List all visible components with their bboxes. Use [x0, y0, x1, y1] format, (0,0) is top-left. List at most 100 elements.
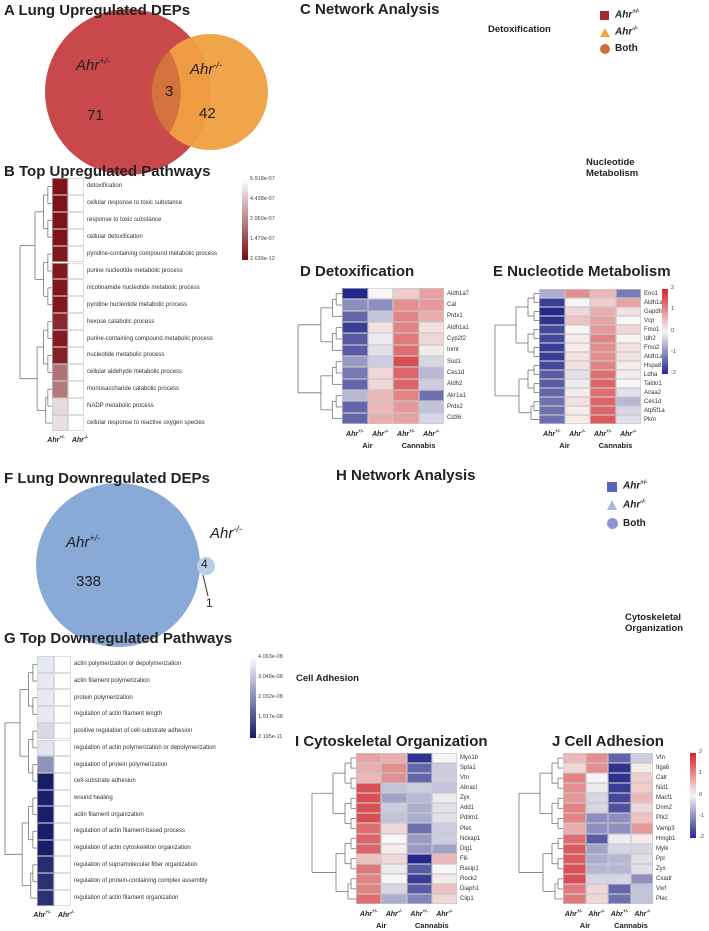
colorbar-tick: 1: [699, 770, 703, 777]
heatmap-cell: [406, 873, 432, 884]
heatmap-cell: [539, 334, 565, 343]
heatmap-cell: [539, 307, 565, 316]
heatmap-cell: [630, 813, 653, 824]
gene-label: Nckap1: [460, 835, 481, 842]
heatmap-cell: [563, 763, 586, 774]
column-label-ko: Ahr-/-: [569, 428, 586, 438]
colorbar: [242, 180, 248, 260]
heatmap-cell-empty: [54, 656, 71, 673]
gene-label: Vtn: [656, 755, 666, 762]
gene-label: Cat: [447, 302, 457, 308]
heatmap-cell: [608, 823, 631, 834]
heatmap-cell: [564, 298, 590, 307]
heatmap-cell: [52, 279, 68, 297]
column-label-ko: Ahr-/-: [385, 908, 403, 918]
gene-label: Clip1: [460, 895, 474, 902]
heatmap-cell: [52, 380, 68, 398]
heatmap-cell: [418, 344, 444, 356]
gene-label: Idh2: [644, 335, 656, 342]
heatmap-cell-empty: [68, 194, 84, 212]
heatmap-cell: [418, 322, 444, 334]
heatmap-cell: [356, 783, 382, 794]
legend-ko: Ahr-/-: [623, 499, 646, 511]
heatmap-cell-empty: [68, 262, 84, 280]
heatmap-cell: [615, 388, 641, 397]
heatmap-cell: [406, 893, 432, 904]
heatmap-cell-empty: [54, 789, 71, 807]
heatmap-cell: [539, 289, 565, 298]
heatmap-cell: [37, 873, 54, 890]
column-label-het: Ahr+/-: [410, 908, 428, 918]
heatmap-cell: [585, 883, 608, 894]
venn-count-het-only-down: 338: [76, 573, 102, 590]
heatmap-cell: [630, 823, 653, 834]
heatmap-cell: [615, 325, 641, 334]
pathway-label: cellular response to reactive oxygen spe…: [87, 420, 205, 427]
heatmap-cell: [563, 873, 586, 884]
heatmap-cell-empty: [68, 380, 84, 398]
heatmap-cell: [418, 333, 444, 345]
heatmap-cell: [630, 843, 653, 854]
heatmap-cell-empty: [54, 739, 71, 757]
heatmap-cell: [342, 333, 368, 345]
heatmap-cell: [418, 299, 444, 311]
heatmap-cell: [381, 863, 407, 874]
gene-label: Abracl: [460, 785, 478, 792]
pathway-label: NADP metabolic process: [87, 403, 154, 410]
group-label-cannabis: Cannabis: [401, 441, 436, 450]
heatmap-cell: [393, 367, 419, 379]
colorbar-tick: -2: [671, 370, 676, 376]
gene-label: Spta1: [460, 765, 476, 772]
heatmap-cell: [381, 883, 407, 894]
panel-b-title: B Top Upregulated Pathways: [4, 163, 211, 180]
heatmap-cell: [563, 833, 586, 844]
heatmap-cell: [52, 178, 68, 195]
triangle-node-icon: [600, 28, 610, 37]
heatmap-cell: [564, 379, 590, 388]
gene-label: Dlg1: [460, 845, 473, 852]
heatmap-cell: [356, 883, 382, 894]
heatmap-cell: [585, 853, 608, 864]
gene-label: Taldo1: [644, 380, 662, 387]
heatmap-cell: [608, 773, 631, 784]
group-label-cannabis: Cannabis: [614, 921, 648, 930]
heatmap-cell: [406, 853, 432, 864]
heatmap-cell: [564, 334, 590, 343]
heatmap-cell: [418, 401, 444, 413]
panel-h-title: H Network Analysis: [336, 467, 476, 484]
heatmap-cell: [406, 793, 432, 804]
gene-label: Zyx: [656, 865, 666, 872]
panel-i-title: I Cytoskeletal Organization: [295, 733, 488, 750]
heatmap-cell: [37, 739, 54, 757]
heatmap-cell-empty: [68, 211, 84, 229]
heatmap-cell: [367, 367, 393, 379]
heatmap-cell: [37, 889, 54, 907]
venn-label-ko-down: Ahr-/-: [210, 524, 242, 542]
heatmap-cell: [367, 390, 393, 402]
heatmap-cell: [367, 356, 393, 368]
gene-label: Sod1: [447, 358, 462, 365]
colorbar-tick: 1.479e-07: [250, 236, 275, 242]
heatmap-cell: [585, 773, 608, 784]
heatmap-cell: [356, 813, 382, 824]
gene-label: Prdx1: [447, 313, 463, 320]
gene-label: Ptk2: [656, 815, 669, 822]
column-label-ko: Ahr-/-: [620, 428, 637, 438]
heatmap-cell: [342, 401, 368, 413]
heatmap-cell: [406, 763, 432, 774]
heatmap-cell: [381, 803, 407, 814]
gene-label: Mylk: [656, 845, 669, 852]
heatmap-cell-empty: [54, 823, 71, 840]
heatmap-cell-empty: [54, 722, 71, 740]
heatmap-cell: [590, 334, 616, 343]
colorbar-tick: 2: [671, 285, 675, 291]
heatmap-cell: [630, 783, 653, 794]
heatmap-cell: [418, 288, 444, 300]
square-node-icon: [607, 482, 617, 492]
heatmap-cell: [590, 415, 616, 424]
heatmap-cell: [564, 343, 590, 352]
panel-f-title: F Lung Downregulated DEPs: [4, 470, 210, 487]
heatmap-cell: [52, 347, 68, 364]
heatmap-cell: [539, 406, 565, 415]
